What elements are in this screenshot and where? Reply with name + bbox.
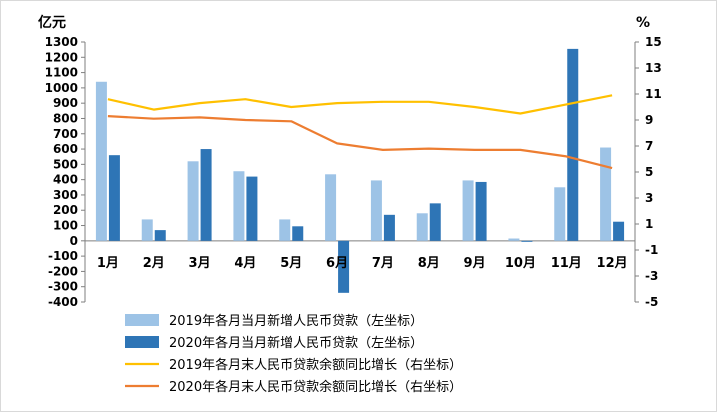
bar-2020 <box>475 181 487 241</box>
left-tick-label: -400 <box>48 295 78 309</box>
right-tick-label: 13 <box>645 61 662 75</box>
left-tick-label: 500 <box>53 157 78 171</box>
left-tick-label: -200 <box>48 264 78 278</box>
category-label: 3月 <box>189 256 211 271</box>
left-tick-label: 0 <box>70 234 78 248</box>
bar-2020 <box>521 240 533 242</box>
plot-area: 1300120011001000900800700600500400300200… <box>38 14 662 309</box>
bar-2019 <box>370 180 382 241</box>
bar-2020 <box>338 240 350 293</box>
category-label: 6月 <box>326 256 348 271</box>
line-2020 <box>107 115 613 170</box>
left-tick-label: 400 <box>53 173 78 187</box>
bar-2020 <box>292 226 304 241</box>
bar-2019 <box>462 180 474 241</box>
right-tick-label: -5 <box>645 295 658 309</box>
bar-2020 <box>383 214 395 241</box>
right-tick-label: 15 <box>645 35 662 49</box>
bar-2020 <box>108 155 120 241</box>
left-axis-unit: 亿元 <box>38 14 66 31</box>
category-label: 12月 <box>597 256 628 271</box>
category-label: 11月 <box>551 256 582 271</box>
category-label: 9月 <box>464 256 486 271</box>
bar-2019 <box>416 213 428 241</box>
right-tick-label: 3 <box>645 191 653 205</box>
legend-label: 2020年各月当月新增人民币贷款（左坐标） <box>169 335 423 351</box>
category-label: 8月 <box>418 256 440 271</box>
legend-label: 2020年各月末人民币贷款余额同比增长（右坐标） <box>169 379 462 395</box>
left-tick-label: 100 <box>53 219 78 233</box>
left-tick-label: 1000 <box>45 81 78 95</box>
bar-2020 <box>246 176 258 241</box>
left-tick-label: 800 <box>53 111 78 125</box>
right-tick-label: 1 <box>645 217 653 231</box>
bar-2019 <box>600 147 612 241</box>
bar-2019 <box>554 187 566 241</box>
right-tick-label: -3 <box>645 269 658 283</box>
bar-2019 <box>187 161 199 241</box>
bar-2020 <box>613 221 625 241</box>
legend-label: 2019年各月当月新增人民币贷款（左坐标） <box>169 313 423 329</box>
left-tick-label: 600 <box>53 142 78 156</box>
bar-2019 <box>508 238 520 241</box>
right-tick-label: -1 <box>645 243 658 257</box>
bar-2020 <box>200 149 212 241</box>
legend-label: 2019年各月末人民币贷款余额同比增长（右坐标） <box>169 357 462 373</box>
right-tick-label: 11 <box>645 87 662 101</box>
left-tick-label: 700 <box>53 127 78 141</box>
line-2019 <box>107 94 613 115</box>
bar-2020 <box>154 230 166 241</box>
category-label: 4月 <box>234 256 256 271</box>
category-label: 7月 <box>372 256 394 271</box>
left-tick-label: 1100 <box>45 66 78 80</box>
left-tick-label: 900 <box>53 96 78 110</box>
bar-2019 <box>95 81 107 241</box>
category-label: 5月 <box>280 256 302 271</box>
right-axis-unit: % <box>636 15 650 31</box>
legend-swatch-bar <box>125 336 159 348</box>
bar-2019 <box>279 219 291 241</box>
left-tick-label: 200 <box>53 203 78 217</box>
right-tick-label: 7 <box>645 139 653 153</box>
bar-2019 <box>325 174 337 241</box>
left-tick-label: 1200 <box>45 50 78 64</box>
left-tick-label: 300 <box>53 188 78 202</box>
category-label: 2月 <box>143 256 165 271</box>
legend: 2019年各月当月新增人民币贷款（左坐标） 2020年各月当月新增人民币贷款（左坐… <box>125 313 462 395</box>
right-tick-label: 9 <box>645 113 653 127</box>
category-label: 1月 <box>97 256 119 271</box>
bar-2020 <box>567 48 579 241</box>
bar-2020 <box>429 203 441 241</box>
category-label: 10月 <box>505 256 536 271</box>
left-tick-label: -300 <box>48 280 78 294</box>
legend-swatch-bar <box>125 314 159 326</box>
right-tick-label: 5 <box>645 165 653 179</box>
bar-2019 <box>141 219 153 241</box>
left-tick-label: -100 <box>48 249 78 263</box>
left-tick-label: 1300 <box>45 35 78 49</box>
bar-2019 <box>233 171 245 241</box>
